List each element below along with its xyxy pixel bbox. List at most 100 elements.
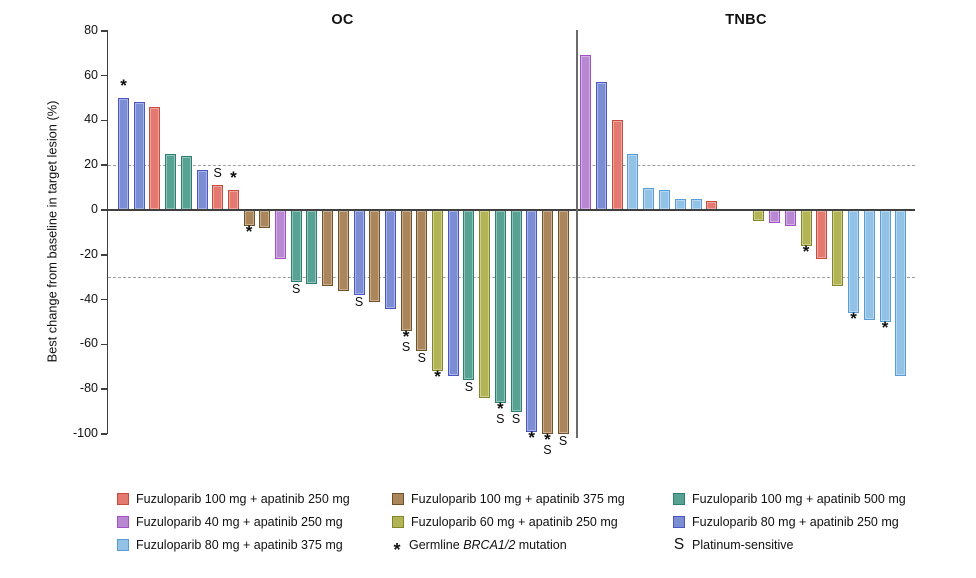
legend-item: Fuzuloparib 100 mg + apatinib 500 mg [673,491,906,507]
bar [526,210,538,432]
legend-item: Fuzuloparib 100 mg + apatinib 375 mg [392,491,625,507]
bar [290,210,302,282]
y-tick-mark [100,254,107,256]
y-tick-label: 60 [84,67,98,82]
bar-annotation-star: * [402,326,410,346]
y-tick-mark [100,388,107,390]
legend-item: Fuzuloparib 100 mg + apatinib 250 mg [117,491,350,507]
bar [848,210,859,314]
bar-annotation-s: S [213,166,222,181]
bar [432,210,443,372]
bar-annotation-star: * [881,318,889,337]
panel-separator [576,30,578,438]
bar [863,210,875,320]
panel-title-oc: OC [331,12,354,28]
legend-label: Fuzuloparib 100 mg + apatinib 375 mg [411,492,625,506]
bar-annotation-star: * [434,367,441,387]
legend-swatch-indigo [673,516,685,528]
bar-annotation-s: S [417,351,426,366]
bar-annotation-star: * [496,398,504,418]
bar [753,210,765,222]
bar-annotation-s: S [511,411,521,426]
bar [595,82,607,210]
bar-annotation-star: * [120,76,127,95]
bar-annotation-s: S [543,443,552,457]
legend-swatch-olive [392,516,404,528]
y-tick-label: -60 [79,336,98,351]
bar-annotation-star: * [528,427,535,447]
bar [463,210,475,381]
bar [627,154,639,210]
bar [133,102,145,210]
bar-annotation-s: S [558,434,568,448]
y-tick-mark [100,119,107,122]
y-tick-label: 40 [84,112,98,127]
y-tick-label: -80 [79,381,98,396]
zero-line [108,209,915,211]
threshold-line [108,164,915,166]
bar [510,210,522,412]
bar-annotation-star: * [544,430,551,449]
bar [784,210,796,226]
bar [643,187,655,210]
y-tick-mark [100,30,107,32]
bar [275,210,286,260]
y-tick-label: 20 [84,157,98,172]
bar [800,210,812,246]
bar-annotation-star: * [245,221,253,241]
bar [322,210,334,287]
bar [816,210,828,260]
bar [494,210,506,403]
bar [337,210,349,291]
bar [879,210,891,322]
y-tick-label: -100 [72,426,98,440]
y-tick-mark [100,209,107,211]
bar [479,210,491,399]
legend-item: Fuzuloparib 40 mg + apatinib 250 mg [117,514,343,530]
bar [400,210,412,331]
y-tick-label: 80 [84,22,98,37]
y-axis-label: Best change from baseline in target lesi… [44,100,60,363]
legend-label: Fuzuloparib 60 mg + apatinib 250 mg [411,515,618,529]
legend-label: Germline BRCA1/2 mutation [409,538,567,552]
y-tick-mark [100,433,107,435]
legend-swatch-red [117,493,129,505]
y-axis-line [106,30,108,434]
bar [659,189,670,210]
bar [541,210,553,434]
platinum-sensitive-icon: S [673,536,685,554]
bar [306,210,318,284]
legend-item: Fuzuloparib 80 mg + apatinib 250 mg [673,514,899,530]
bar-annotation-star: * [802,241,810,261]
y-tick-label: -20 [79,246,98,261]
bar [769,210,780,224]
y-tick-mark [100,343,107,346]
legend-swatch-brown [392,493,404,505]
legend-label: Fuzuloparib 80 mg + apatinib 250 mg [692,515,899,529]
legend-swatch-teal [673,493,685,505]
bar [259,210,271,228]
bar-annotation-star: * [230,167,237,187]
bar [416,210,428,352]
bar [557,210,569,434]
bar [369,210,381,302]
bar [832,210,844,287]
legend-label: Fuzuloparib 100 mg + apatinib 500 mg [692,492,906,506]
bar-annotation-s: S [292,281,301,296]
bar [384,210,396,309]
legend-item: S Platinum-sensitive [673,536,794,554]
legend-label: Fuzuloparib 100 mg + apatinib 250 mg [136,492,350,506]
bar [227,189,239,210]
legend-item: Fuzuloparib 60 mg + apatinib 250 mg [392,514,618,530]
bar-annotation-s: S [464,380,474,395]
bar [165,154,177,210]
y-tick-mark [100,298,107,301]
bar-annotation-s: S [496,411,505,426]
bar [580,55,591,210]
bar [212,185,224,210]
bar [118,98,129,210]
legend-label: Fuzuloparib 40 mg + apatinib 250 mg [136,515,343,529]
y-tick-label: -40 [79,291,98,306]
legend-item: Fuzuloparib 80 mg + apatinib 375 mg [117,537,343,553]
